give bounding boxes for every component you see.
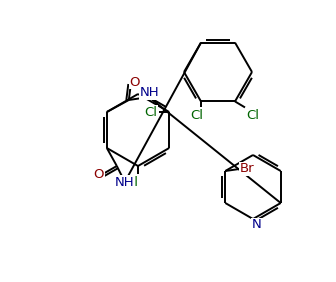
Text: Cl: Cl xyxy=(191,109,204,122)
Text: Cl: Cl xyxy=(247,109,259,122)
Text: O: O xyxy=(93,168,104,180)
Text: Cl: Cl xyxy=(145,105,158,118)
Text: O: O xyxy=(130,76,140,89)
Text: Cl: Cl xyxy=(126,175,138,188)
Text: NH: NH xyxy=(140,87,160,100)
Text: N: N xyxy=(252,219,262,232)
Text: NH: NH xyxy=(115,175,135,188)
Text: Br: Br xyxy=(240,162,255,175)
